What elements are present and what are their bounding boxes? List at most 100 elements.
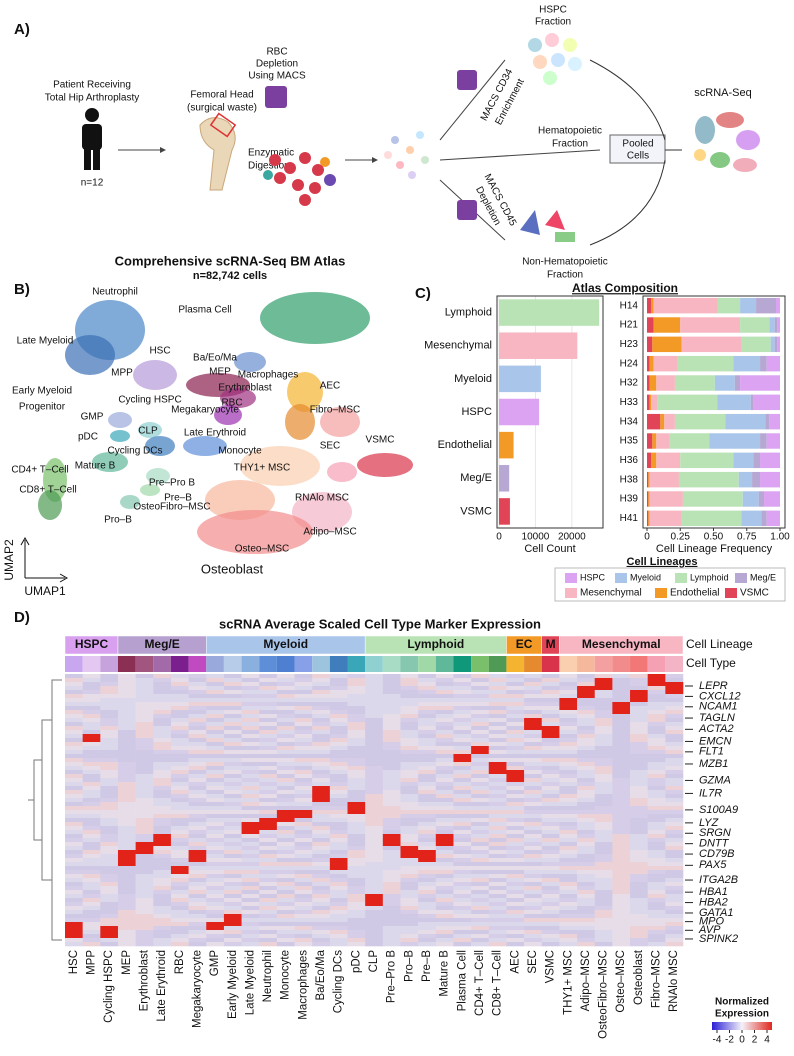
- pooled-box: [609, 134, 666, 164]
- heatmap-cell: [488, 934, 507, 939]
- heatmap-cell: [329, 794, 348, 799]
- heatmap-cell: [524, 706, 543, 711]
- heatmap-cell: [223, 746, 242, 751]
- heatmap-cell: [65, 914, 83, 919]
- heatmap-cell: [382, 714, 401, 719]
- heatmap-cell: [488, 862, 507, 867]
- heatmap-cell: [65, 778, 83, 783]
- panel-label: C): [415, 285, 431, 302]
- celltype-label: OsteoFibro–MSC: [598, 950, 610, 1039]
- heatmap-cell: [594, 678, 613, 683]
- heatmap-cell: [506, 678, 525, 683]
- heatmap-cell: [506, 902, 525, 907]
- heatmap-cell: [82, 822, 101, 827]
- heatmap-cell: [135, 830, 154, 835]
- heatmap-cell: [506, 926, 525, 931]
- heatmap-cell: [117, 834, 136, 839]
- heatmap-cell: [524, 918, 543, 923]
- heatmap-cell: [630, 786, 648, 791]
- label: Fraction: [535, 17, 571, 28]
- heatmap-cell: [82, 714, 101, 719]
- heatmap-cell: [665, 838, 684, 843]
- bar-segment: [760, 471, 780, 488]
- heatmap-cell: [365, 778, 384, 783]
- heatmap-cell: [365, 710, 384, 715]
- heatmap-cell: [259, 898, 278, 903]
- heatmap-cell: [294, 834, 313, 839]
- heatmap-cell: [153, 758, 172, 763]
- heatmap-cell: [241, 886, 260, 891]
- dendrogram: [28, 679, 62, 941]
- heatmap-cell: [241, 786, 260, 791]
- cluster-blob: [327, 462, 357, 482]
- heatmap-cell: [594, 914, 613, 919]
- heatmap-cell: [577, 858, 596, 863]
- heatmap-cell: [577, 774, 596, 779]
- heatmap-cell: [524, 790, 543, 795]
- heatmap-cell: [382, 910, 401, 915]
- heatmap-cell: [612, 886, 631, 891]
- heatmap-cell: [400, 806, 419, 811]
- heatmap-cell: [170, 874, 189, 879]
- heatmap-cell: [329, 718, 348, 723]
- heatmap-cell: [276, 794, 295, 799]
- heatmap-cell: [135, 694, 154, 699]
- heatmap-cell: [594, 854, 613, 859]
- heatmap-cell: [347, 750, 366, 755]
- celltype-bar: [418, 656, 436, 672]
- heatmap-cell: [400, 858, 419, 863]
- cluster-blob: [38, 490, 62, 520]
- heatmap-cell: [65, 870, 83, 875]
- heatmap-cell: [100, 866, 119, 871]
- title: Comprehensive scRNA-Seq BM Atlas: [115, 253, 346, 268]
- heatmap-cell: [630, 698, 648, 703]
- heatmap-cell: [276, 754, 295, 759]
- heatmap-cell: [259, 746, 278, 751]
- heatmap-cell: [506, 826, 525, 831]
- heatmap-cell: [294, 870, 313, 875]
- heatmap-cell: [488, 698, 507, 703]
- heatmap-cell: [276, 750, 295, 755]
- heatmap-cell: [506, 830, 525, 835]
- heatmap-cell: [630, 930, 648, 935]
- heatmap-cell: [382, 842, 401, 847]
- heatmap-cell: [400, 822, 419, 827]
- heatmap-cell: [577, 878, 596, 883]
- celltype-bar: [100, 656, 118, 672]
- heatmap-cell: [365, 826, 384, 831]
- heatmap-cell: [135, 902, 154, 907]
- heatmap-cell: [294, 862, 313, 867]
- bar-segment: [648, 491, 650, 507]
- heatmap-cell: [365, 690, 384, 695]
- heatmap-cell: [612, 942, 631, 947]
- heatmap-cell: [453, 822, 472, 827]
- heatmap-cell: [223, 906, 242, 911]
- bar-segment: [647, 413, 661, 430]
- heatmap-cell: [135, 930, 154, 935]
- heatmap-cell: [647, 698, 666, 703]
- heatmap-cell: [612, 938, 631, 943]
- heatmap-cell: [594, 794, 613, 799]
- heatmap-cell: [435, 814, 454, 819]
- bar-segment: [680, 317, 741, 333]
- heatmap-cell: [647, 690, 666, 695]
- heatmap-cell: [82, 930, 101, 935]
- heatmap-cell: [312, 698, 331, 703]
- heatmap-cell: [259, 850, 278, 855]
- heatmap-cell: [241, 874, 260, 879]
- heatmap-cell: [259, 894, 278, 899]
- heatmap-cell: [365, 906, 384, 911]
- heatmap-cell: [647, 862, 666, 867]
- heatmap-cell: [100, 930, 119, 935]
- heatmap-cell: [435, 918, 454, 923]
- heatmap-cell: [400, 710, 419, 715]
- arrowhead: [160, 147, 166, 153]
- heatmap-cell: [541, 810, 560, 815]
- celltype-bar: [400, 656, 419, 672]
- heatmap-cell: [524, 722, 543, 727]
- heatmap-cell: [223, 806, 242, 811]
- heatmap-cell: [612, 686, 631, 691]
- heatmap-cell: [100, 758, 119, 763]
- plot-frame: [496, 295, 604, 529]
- heatmap-cell: [117, 678, 136, 683]
